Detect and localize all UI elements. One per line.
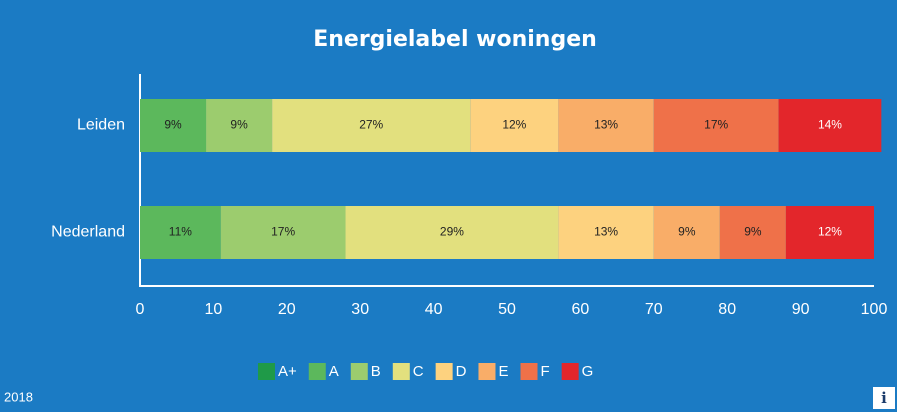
bar-segment	[778, 99, 882, 152]
category-label: Nederland	[51, 224, 125, 241]
bar-segment	[653, 99, 779, 152]
bar-segment	[653, 206, 720, 259]
legend-label: C	[413, 363, 424, 380]
x-tick-label: 90	[792, 301, 810, 318]
info-icon[interactable]: i	[881, 389, 887, 407]
bar-segment	[719, 206, 786, 259]
legend-label: F	[541, 363, 550, 380]
legend-swatch	[435, 363, 453, 380]
legend-label: E	[498, 363, 508, 380]
value-label: 13%	[594, 225, 618, 239]
info-button[interactable]	[873, 387, 895, 409]
bar-segment	[558, 99, 654, 152]
x-tick-label: 80	[718, 301, 736, 318]
value-label: 17%	[704, 118, 728, 132]
legend-label: G	[582, 363, 594, 380]
value-label: 9%	[164, 118, 182, 132]
bar-segment	[558, 206, 654, 259]
bar-segment	[140, 206, 221, 259]
category-label: Leiden	[77, 117, 125, 134]
x-tick-label: 40	[425, 301, 443, 318]
x-tick-label: 10	[205, 301, 223, 318]
chart-title: Energielabel woningen	[313, 27, 597, 52]
x-tick-label: 0	[136, 301, 145, 318]
x-tick-label: 20	[278, 301, 296, 318]
value-label: 14%	[818, 118, 842, 132]
bar-segment	[470, 99, 559, 152]
bar-segment	[206, 99, 273, 152]
legend-swatch	[478, 363, 496, 380]
bar-segment	[272, 99, 471, 152]
legend-swatch	[392, 363, 410, 380]
x-tick-label: 100	[861, 301, 888, 318]
value-label: 29%	[440, 225, 464, 239]
bar-segment	[220, 206, 346, 259]
x-tick-label: 30	[351, 301, 369, 318]
legend-swatch	[308, 363, 326, 380]
value-label: 9%	[230, 118, 248, 132]
bar-segment	[345, 206, 559, 259]
bar-segment	[785, 206, 874, 259]
legend-label: A	[329, 363, 339, 380]
value-label: 17%	[271, 225, 295, 239]
footer: 2018	[4, 389, 33, 404]
legend-label: A+	[278, 363, 297, 380]
x-tick-label: 60	[572, 301, 590, 318]
value-label: 11%	[169, 225, 192, 239]
legend-label: B	[371, 363, 381, 380]
value-label: 9%	[678, 225, 696, 239]
x-tick-label: 70	[645, 301, 663, 318]
value-label: 12%	[502, 118, 526, 132]
value-label: 9%	[744, 225, 762, 239]
value-label: 12%	[818, 225, 842, 239]
x-tick-label: 50	[498, 301, 516, 318]
value-label: 27%	[359, 118, 383, 132]
legend-label: D	[456, 363, 467, 380]
legend-swatch	[350, 363, 368, 380]
value-label: 13%	[594, 118, 618, 132]
bar-segment	[140, 99, 207, 152]
legend-swatch	[561, 363, 579, 380]
legend-swatch	[520, 363, 538, 380]
legend-swatch	[258, 363, 275, 380]
